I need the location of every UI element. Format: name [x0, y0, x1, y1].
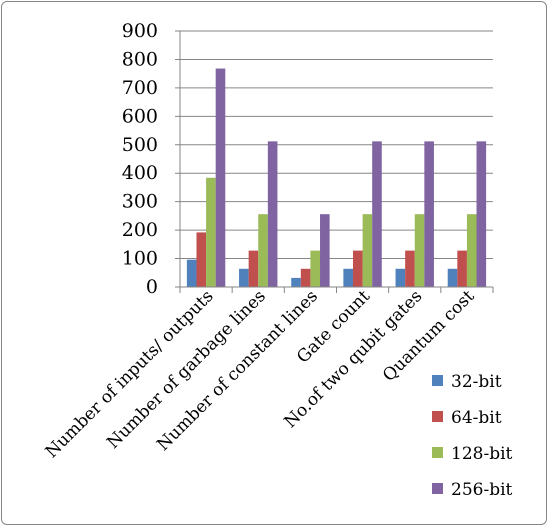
y-tick-labels: 0 100 200 300 400 500 600 700 800 900 [122, 20, 158, 298]
bar-128-bit-6 [466, 214, 477, 287]
y-tick-label: 0 [146, 276, 158, 298]
legend-swatch-128-bit [432, 447, 443, 458]
bar-256-bit-1 [215, 68, 226, 288]
axes [179, 31, 494, 293]
bar-32-bit-1 [186, 259, 197, 287]
legend: 32-bit 64-bit 128-bit 256-bit [432, 372, 513, 500]
bar-64-bit-6 [457, 250, 467, 287]
y-tick-label: 700 [122, 77, 158, 99]
y-tick-label: 100 [122, 248, 158, 270]
y-tick-label: 800 [122, 48, 158, 70]
bar-64-bit-1 [196, 232, 207, 287]
bar-128-bit-5 [414, 214, 425, 287]
bar-64-bit-5 [405, 250, 415, 287]
bar-64-bit-2 [248, 250, 259, 287]
legend-label: 64-bit [451, 408, 502, 428]
legend-label: 256-bit [451, 480, 513, 500]
y-tick-label: 300 [122, 191, 158, 213]
y-tick-label: 400 [122, 162, 158, 184]
bar-256-bit-4 [372, 141, 382, 287]
bars [186, 68, 487, 288]
y-tick-label: 600 [122, 105, 158, 127]
bar-128-bit-1 [206, 177, 216, 287]
bar-256-bit-3 [320, 214, 330, 287]
bar-32-bit-2 [239, 268, 249, 287]
bar-256-bit-6 [476, 141, 487, 287]
bar-64-bit-3 [300, 268, 311, 287]
bar-128-bit-4 [362, 214, 373, 287]
legend-swatch-32-bit [432, 375, 443, 386]
y-tick-label: 900 [122, 20, 158, 42]
bar-128-bit-3 [310, 250, 321, 287]
y-tick-label: 200 [122, 219, 158, 241]
bar-256-bit-5 [424, 141, 434, 287]
bar-32-bit-6 [447, 268, 458, 287]
legend-label: 128-bit [451, 444, 513, 464]
bar-32-bit-5 [395, 268, 406, 287]
bar-32-bit-3 [291, 277, 301, 287]
legend-swatch-256-bit [432, 483, 443, 494]
bar-256-bit-2 [267, 141, 278, 287]
category-label: Quantum cost [379, 286, 479, 386]
bar-64-bit-4 [352, 250, 363, 287]
bar-128-bit-2 [258, 214, 268, 287]
bar-32-bit-4 [343, 268, 353, 287]
legend-label: 32-bit [451, 372, 502, 392]
legend-swatch-64-bit [432, 411, 443, 422]
y-tick-label: 500 [122, 134, 158, 156]
